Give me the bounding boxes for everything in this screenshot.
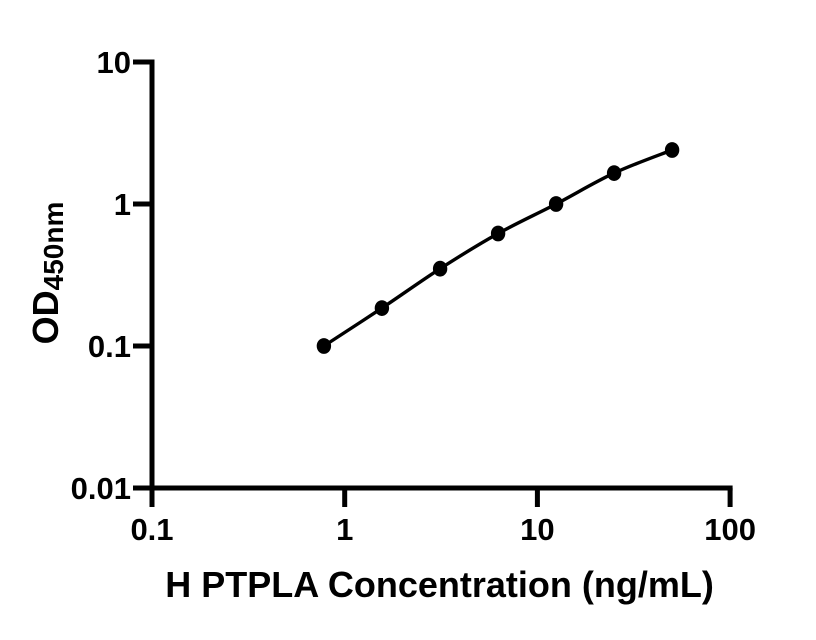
y-tick-label: 1 xyxy=(114,187,131,222)
y-axis-title-subscript: 450nm xyxy=(38,202,69,291)
data-point xyxy=(664,142,680,158)
data-point xyxy=(374,300,390,316)
data-point xyxy=(432,260,448,277)
data-point xyxy=(316,338,332,354)
x-tick-label: 10 xyxy=(520,512,554,547)
x-axis-title: H PTPLA Concentration (ng/mL) xyxy=(165,564,714,605)
y-tick-label: 10 xyxy=(97,45,131,80)
y-axis-title: OD450nm xyxy=(25,202,69,345)
data-series-layer xyxy=(316,142,680,354)
x-tick-label: 100 xyxy=(704,512,756,547)
data-point xyxy=(490,225,506,242)
y-tick-label: 0.01 xyxy=(71,471,131,506)
axis-titles-layer: H PTPLA Concentration (ng/mL) OD450nm xyxy=(25,202,714,605)
y-axis-title-main: OD xyxy=(25,290,66,344)
data-point xyxy=(548,196,564,212)
x-tick-label: 0.1 xyxy=(130,512,173,547)
data-point xyxy=(606,165,622,182)
y-tick-label: 0.1 xyxy=(88,329,131,364)
x-tick-label: 1 xyxy=(336,512,353,547)
